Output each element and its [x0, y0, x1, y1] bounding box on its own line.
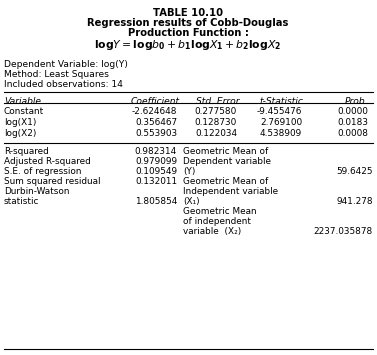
Text: Std. Error: Std. Error: [196, 97, 240, 106]
Text: variable  (X₂): variable (X₂): [183, 227, 241, 236]
Text: 0.109549: 0.109549: [135, 167, 177, 176]
Text: TABLE 10.10: TABLE 10.10: [153, 8, 223, 18]
Text: statistic: statistic: [4, 197, 39, 206]
Text: -2.624648: -2.624648: [132, 107, 177, 116]
Text: 0.277580: 0.277580: [195, 107, 237, 116]
Text: Variable: Variable: [4, 97, 41, 106]
Text: Adjusted R-squared: Adjusted R-squared: [4, 157, 91, 166]
Text: Coefficient: Coefficient: [130, 97, 179, 106]
Text: log(X1): log(X1): [4, 118, 36, 127]
Text: 0.132011: 0.132011: [135, 177, 177, 186]
Text: $\mathbf{log}\mathit{Y} = \mathbf{log}\mathit{b}_\mathbf{0} + \mathit{b}_\mathbf: $\mathbf{log}\mathit{Y} = \mathbf{log}\m…: [94, 38, 282, 52]
Text: -9.455476: -9.455476: [257, 107, 302, 116]
Text: Geometric Mean of: Geometric Mean of: [183, 177, 268, 186]
Text: log(X2): log(X2): [4, 129, 36, 138]
Text: S.E. of regression: S.E. of regression: [4, 167, 81, 176]
Text: R-squared: R-squared: [4, 147, 49, 156]
Text: 4.538909: 4.538909: [260, 129, 302, 138]
Text: Regression results of Cobb-Douglas: Regression results of Cobb-Douglas: [87, 18, 289, 28]
Text: 941.278: 941.278: [336, 197, 373, 206]
Text: Constant: Constant: [4, 107, 44, 116]
Text: 59.6425: 59.6425: [337, 167, 373, 176]
Text: Dependent variable: Dependent variable: [183, 157, 271, 166]
Text: t-Statistic: t-Statistic: [259, 97, 303, 106]
Text: 0.0008: 0.0008: [337, 129, 368, 138]
Text: Sum squared residual: Sum squared residual: [4, 177, 101, 186]
Text: 2237.035878: 2237.035878: [314, 227, 373, 236]
Text: Durbin-Watson: Durbin-Watson: [4, 187, 69, 196]
Text: 0.982314: 0.982314: [135, 147, 177, 156]
Text: Prob.: Prob.: [345, 97, 368, 106]
Text: Dependent Variable: log(Y): Dependent Variable: log(Y): [4, 60, 128, 69]
Text: Production Function :: Production Function :: [127, 28, 248, 38]
Text: Included observations: 14: Included observations: 14: [4, 80, 123, 89]
Text: 0.356467: 0.356467: [135, 118, 177, 127]
Text: 2.769100: 2.769100: [260, 118, 302, 127]
Text: of independent: of independent: [183, 217, 251, 226]
Text: 1.805854: 1.805854: [135, 197, 177, 206]
Text: 0.122034: 0.122034: [195, 129, 237, 138]
Text: Method: Least Squares: Method: Least Squares: [4, 70, 109, 79]
Text: Geometric Mean of: Geometric Mean of: [183, 147, 268, 156]
Text: 0.128730: 0.128730: [195, 118, 237, 127]
Text: 0.0000: 0.0000: [337, 107, 368, 116]
Text: 0.979099: 0.979099: [135, 157, 177, 166]
Text: 0.0183: 0.0183: [337, 118, 368, 127]
Text: Geometric Mean: Geometric Mean: [183, 207, 257, 216]
Text: (X₁): (X₁): [183, 197, 200, 206]
Text: (Y): (Y): [183, 167, 195, 176]
Text: 0.553903: 0.553903: [135, 129, 177, 138]
Text: Independent variable: Independent variable: [183, 187, 278, 196]
